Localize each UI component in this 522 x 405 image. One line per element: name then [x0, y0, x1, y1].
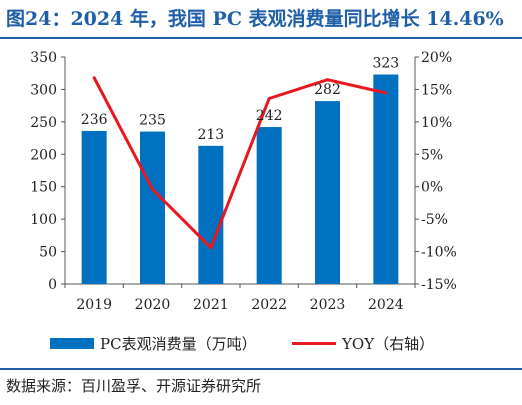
y-right-tick-label: 15% — [421, 82, 452, 98]
y-left-tick-label: 350 — [30, 50, 57, 66]
y-left-tick-label: 50 — [39, 245, 57, 261]
y-right-tick-label: -15% — [421, 277, 457, 293]
legend-item-consumption: PC表观消费量（万吨） — [50, 328, 257, 358]
yoy-point — [209, 246, 213, 250]
figure-title: 图24：2024 年，我国 PC 表观消费量同比增长 14.46% — [6, 8, 504, 30]
bar — [81, 130, 107, 284]
bar-value-label: 235 — [139, 113, 166, 129]
legend-label-yoy: YOY（右轴） — [342, 334, 435, 353]
bar-value-label: 323 — [372, 56, 399, 72]
chart: 0 50 100 150 200 250 300 350 -15% -10% -5% 0% 5% 10% 1… — [30, 50, 457, 313]
legend-swatch-line — [292, 341, 336, 345]
y-right-tick-label: 5% — [421, 147, 443, 163]
y-right-tick-label: 0% — [421, 180, 443, 196]
yoy-point — [151, 187, 154, 191]
y-left-tick-label: 200 — [30, 147, 57, 163]
bar — [198, 145, 224, 284]
x-tick-label: 2021 — [193, 297, 229, 313]
yoy-point — [384, 91, 388, 95]
y-right-tick-label: 10% — [421, 115, 452, 131]
data-labels: 236 235 213 242 282 323 — [81, 56, 399, 143]
x-tick-label: 2022 — [251, 297, 287, 313]
bar-value-label: 242 — [256, 108, 283, 124]
yoy-point — [326, 78, 329, 82]
x-tick-label: 2019 — [76, 297, 112, 313]
bar — [315, 101, 340, 284]
legend-swatch-bar — [50, 337, 94, 349]
bar — [373, 74, 399, 284]
axes: 0 50 100 150 200 250 300 350 -15% -10% -5% 0% 5% 10% 1… — [30, 50, 457, 313]
yoy-point — [267, 97, 271, 101]
bar — [140, 131, 165, 284]
x-tick-label: 2020 — [135, 297, 171, 313]
bottom-rule — [0, 368, 522, 370]
y-left-tick-label: 300 — [30, 82, 57, 98]
y-left-tick-label: 150 — [30, 180, 57, 196]
bar — [256, 127, 282, 284]
bars — [81, 74, 399, 284]
legend-label-consumption: PC表观消费量（万吨） — [100, 334, 257, 353]
legend: PC表观消费量（万吨） YOY（右轴） — [0, 328, 522, 358]
yoy-line-path — [92, 77, 387, 250]
y-left-tick-label: 250 — [30, 115, 57, 131]
y-right-tick-label: -10% — [421, 245, 457, 261]
y-left-tick-label: 0 — [48, 277, 57, 293]
yoy-line — [92, 76, 388, 250]
bar-value-label: 236 — [81, 112, 108, 128]
y-right-tick-label: -5% — [421, 212, 448, 228]
bar-value-label: 213 — [197, 127, 224, 143]
y-right-tick-label: 20% — [421, 50, 452, 66]
bar-value-label: 282 — [314, 82, 341, 98]
y-left-tick-label: 100 — [30, 212, 57, 228]
source-note: 数据来源：百川盈孚、开源证券研究所 — [6, 377, 262, 395]
title-rule — [0, 37, 522, 39]
yoy-point — [92, 76, 96, 80]
legend-item-yoy: YOY（右轴） — [292, 328, 434, 358]
x-tick-label: 2024 — [368, 297, 404, 313]
x-tick-label: 2023 — [310, 297, 346, 313]
